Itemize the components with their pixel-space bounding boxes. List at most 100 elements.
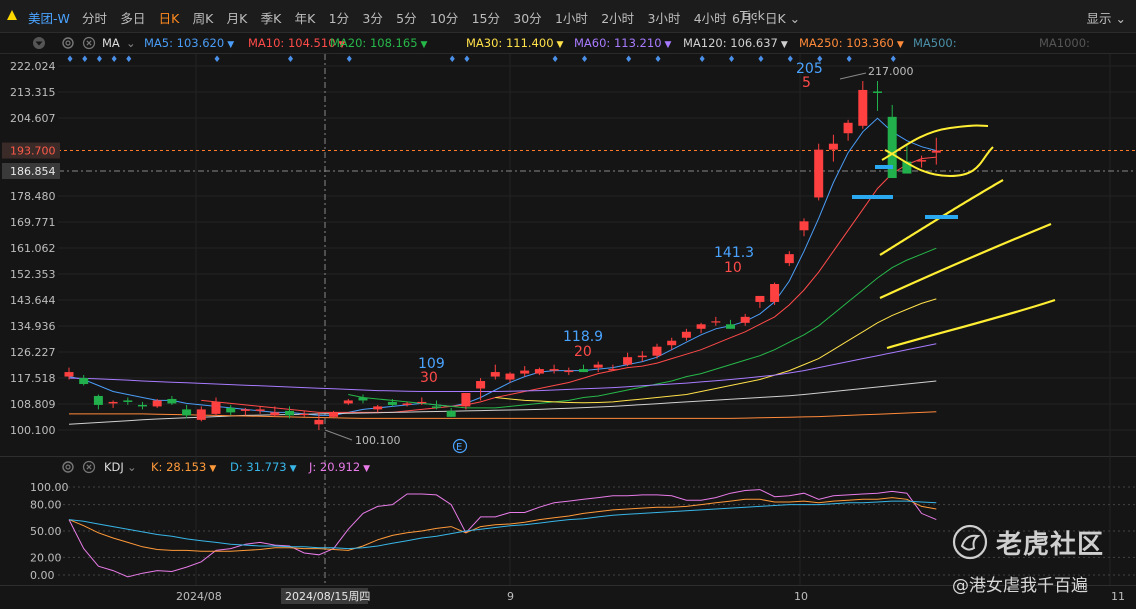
candle-body — [858, 89, 868, 126]
grid-lines — [0, 53, 1136, 586]
annotation-bottom: 5 — [802, 75, 811, 91]
axes: 222.024 213.315 204.607 178.480 169.771 161.0… — [2, 60, 1125, 604]
ma-legend-item[interactable]: MA1000: — [1039, 36, 1090, 50]
signal-dot-icon: ♦ — [581, 55, 589, 65]
candle-body — [505, 373, 515, 380]
event-marker-icon[interactable] — [452, 438, 468, 454]
app-logo-icon — [7, 10, 17, 20]
tab-7[interactable]: 1分 — [328, 11, 350, 26]
tab-0[interactable]: 分时 — [82, 11, 108, 26]
signal-dot-icon: ♦ — [345, 55, 353, 65]
candle-body — [240, 409, 250, 411]
candle-body — [314, 419, 324, 425]
period-select[interactable]: 6月：日K ⌄ — [732, 11, 801, 26]
caret-down-icon: ▼ — [289, 464, 297, 474]
candle-body — [931, 150, 941, 153]
watermark-subtitle: @港女虐我千百遍 — [952, 576, 1088, 596]
candle-body — [755, 295, 765, 302]
caret-down-icon: ▼ — [363, 464, 371, 474]
candle-body — [593, 364, 603, 368]
ma-line-ma5 — [68, 117, 937, 416]
kdj-legend-item[interactable]: K: 28.153 ▼ — [151, 460, 216, 474]
tab-4[interactable]: 月K — [226, 11, 248, 26]
signal-dot-icon: ♦ — [448, 55, 456, 65]
top-toolbar: 美团-W 分时 多日 日K 周K 月K 季K 年K 1分 3分 5分 10分 15分 30分 1小时 2小时… — [0, 0, 1136, 33]
tab-9[interactable]: 5分 — [396, 11, 417, 26]
tab-11[interactable]: 15分 — [471, 11, 500, 26]
kdj-legend-label: J: 20.912 — [309, 460, 361, 474]
chevron-down-icon[interactable]: ⌄ — [127, 460, 137, 474]
ma-legend-item[interactable]: MA500: — [913, 36, 957, 50]
signal-dot-icon: ♦ — [625, 55, 633, 65]
period-tabs: 分时 多日 日K 周K 月K 季K 年K 1分 3分 5分 10分 15分 30分 1小时 2小时 3小时 4小… — [82, 8, 778, 27]
settings-gear-icon[interactable] — [61, 36, 75, 50]
chevron-down-icon[interactable]: ⌄ — [126, 36, 136, 50]
ma-legend-item[interactable]: MA30: 111.400 ▼ — [466, 36, 563, 50]
ma-legend-item[interactable]: MA250: 103.360 ▼ — [799, 36, 904, 50]
tab-1[interactable]: 多日 — [120, 11, 146, 26]
tab-12[interactable]: 30分 — [513, 11, 542, 26]
ma-legend-item[interactable]: MA10: 104.510 ▼ — [248, 36, 345, 50]
candle-body — [843, 122, 853, 134]
event-marker-label: E — [456, 442, 462, 453]
ma-legend-label: MA120: 106.637 — [683, 36, 778, 50]
ma-legend-item[interactable]: MA60: 113.210 ▼ — [574, 36, 671, 50]
caret-down-icon: ▼ — [338, 40, 346, 50]
candle-body — [211, 401, 221, 414]
tab-17[interactable]: Tick — [739, 8, 765, 23]
tab-3[interactable]: 周K — [192, 11, 214, 26]
candle-body — [652, 346, 662, 356]
caret-down-icon: ▼ — [209, 464, 217, 474]
tab-8[interactable]: 3分 — [362, 11, 383, 26]
candle-body — [608, 369, 618, 371]
kdj-legend-item[interactable]: D: 31.773 ▼ — [230, 460, 297, 474]
signal-dot-icon: ♦ — [125, 55, 133, 65]
candle-body — [329, 412, 339, 417]
date-axis-label: 11 — [1111, 590, 1125, 603]
candle-body — [446, 410, 456, 417]
candle-body — [182, 409, 192, 416]
kdj-legend-label: D: 31.773 — [230, 460, 287, 474]
annotation-bottom: 20 — [574, 344, 592, 360]
crosshair-date-tag: 2024/08/15周四 — [285, 590, 370, 603]
ma-legend-item[interactable]: MA5: 103.620 ▼ — [144, 36, 234, 50]
tab-6[interactable]: 年K — [294, 11, 316, 26]
kdj-axis-label: 50.00 — [30, 525, 62, 538]
tab-14[interactable]: 2小时 — [601, 11, 635, 26]
settings-gear-icon[interactable] — [61, 460, 75, 474]
candle-body — [461, 392, 471, 407]
tab-2[interactable]: 日K — [158, 11, 180, 26]
close-icon[interactable] — [82, 460, 96, 474]
annotation-bottom: 30 — [420, 370, 438, 386]
annotation-top: 109 — [418, 356, 445, 372]
candle-body — [432, 406, 441, 408]
signal-dot-icon: ♦ — [66, 55, 74, 65]
display-menu[interactable]: 显示 ⌄ — [1086, 11, 1126, 26]
close-icon[interactable] — [82, 36, 96, 50]
forecast-curve — [884, 146, 994, 178]
candle-body — [373, 406, 383, 410]
candle-body — [637, 355, 647, 358]
signal-dot-icon: ♦ — [463, 55, 471, 65]
tab-16[interactable]: 4小时 — [693, 11, 727, 26]
forecast-curve — [879, 179, 1004, 256]
ma-legend-item[interactable]: MA20: 108.165 ▼ — [330, 36, 427, 50]
candlesticks — [64, 80, 941, 430]
tab-13[interactable]: 1小时 — [554, 11, 588, 26]
drawings-overlay — [852, 124, 1056, 350]
annotation-top: 205 — [796, 61, 823, 77]
price-axis-label: 134.936 — [10, 320, 56, 333]
tab-15[interactable]: 3小时 — [647, 11, 681, 26]
ma-title: MA — [102, 36, 120, 50]
annotations: ♦ ♦ ♦ ♦ ♦ ♦ ♦ ♦ ♦ ♦ ♦ ♦ ♦ ♦ ♦ ♦ ♦ ♦ ♦ ♦ ♦ 217.000 100.100 10930… — [66, 55, 914, 454]
candle-body — [887, 116, 897, 179]
tab-10[interactable]: 10分 — [429, 11, 459, 26]
collapse-icon[interactable] — [32, 36, 46, 50]
symbol-name[interactable]: 美团-W — [28, 11, 70, 26]
candle-body — [476, 381, 486, 389]
kdj-legend-item[interactable]: J: 20.912 ▼ — [309, 460, 370, 474]
ma-legend-item[interactable]: MA120: 106.637 ▼ — [683, 36, 788, 50]
caret-down-icon: ▼ — [556, 40, 564, 50]
tab-5[interactable]: 季K — [260, 11, 282, 26]
